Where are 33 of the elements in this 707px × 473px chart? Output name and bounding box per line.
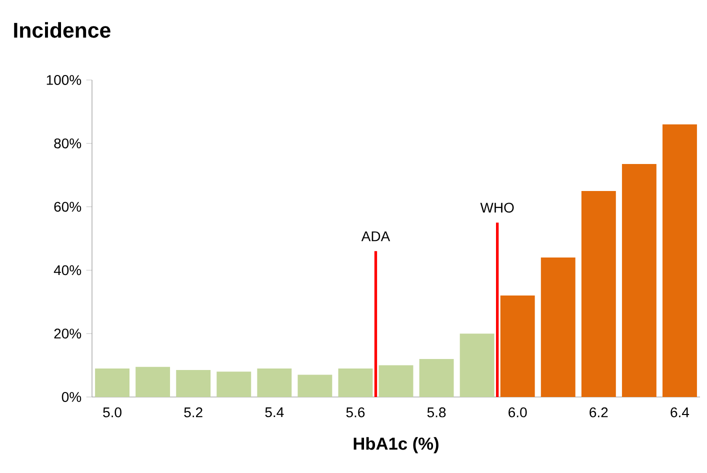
bar: [662, 124, 697, 397]
bar: [378, 365, 414, 397]
x-axis-title: HbA1c (%): [354, 437, 438, 454]
y-tick-label: 20%: [54, 328, 82, 339]
bar: [622, 164, 656, 397]
bar: [540, 258, 576, 397]
bar: [338, 368, 373, 397]
x-tick-label: 5.4: [265, 407, 284, 418]
bar: [136, 366, 170, 397]
bar: [581, 190, 616, 397]
bar: [176, 370, 211, 397]
x-tick-label: 6.0: [508, 407, 527, 418]
annotation: ADA: [361, 232, 390, 242]
x-tick-label: 5.2: [184, 407, 202, 418]
annotation: WHO: [480, 202, 514, 213]
bar: [298, 374, 332, 397]
bar: [419, 358, 454, 397]
chart-title: Incidence: [14, 22, 110, 38]
y-tick-label: 80%: [54, 138, 82, 148]
bar: [460, 334, 494, 397]
x-tick-label: 6.4: [670, 407, 690, 418]
x-tick-label: 5.6: [346, 407, 365, 418]
y-tick-label: 0%: [62, 392, 82, 402]
y-tick-label: 40%: [54, 265, 82, 276]
bar: [95, 368, 130, 397]
y-tick-label: 60%: [54, 202, 82, 212]
y-tick-label: 100%: [46, 75, 82, 85]
bar: [216, 372, 252, 397]
x-tick-label: 5.8: [427, 407, 446, 418]
bar: [257, 368, 292, 397]
bar: [500, 296, 535, 397]
x-tick-label: 5.0: [103, 407, 122, 418]
x-tick-label: 6.2: [590, 407, 608, 418]
